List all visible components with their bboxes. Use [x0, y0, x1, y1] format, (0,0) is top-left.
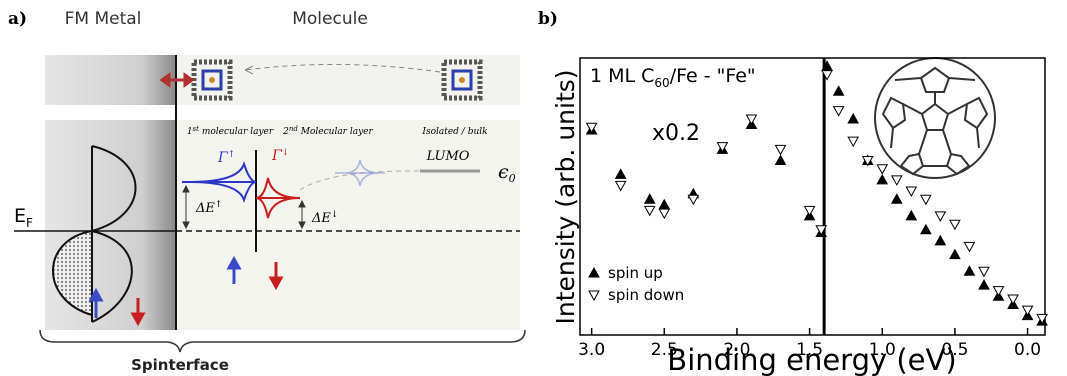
epsilon-label: ϵ0 — [498, 161, 516, 185]
data-point — [992, 286, 1005, 297]
data-point — [745, 114, 758, 125]
data-point — [876, 164, 889, 175]
layer-label: 1st molecular layer — [187, 125, 274, 137]
data-point — [949, 219, 961, 231]
data-point — [815, 225, 828, 236]
level-link — [299, 170, 421, 191]
x-tick-label: 2.5 — [651, 340, 678, 360]
gamma-up: Γ↑ — [217, 150, 235, 166]
data-point — [905, 186, 918, 197]
dos-up-filled — [52, 229, 93, 317]
spin-down-arrow — [268, 262, 284, 291]
data-point — [890, 175, 903, 186]
data-point — [934, 234, 947, 246]
legend-marker — [588, 290, 600, 302]
data-point — [934, 211, 947, 222]
data-point — [643, 205, 656, 217]
dos-down — [88, 145, 137, 323]
data-point — [1021, 305, 1034, 317]
data-point — [716, 142, 729, 153]
molecule-icon — [441, 59, 483, 101]
delta-up: ΔE↑ — [195, 200, 222, 216]
bulk-level — [335, 159, 385, 187]
data-point — [847, 136, 860, 148]
data-point — [861, 155, 874, 167]
data-point — [978, 266, 990, 278]
data-point — [919, 194, 932, 206]
data-point — [949, 248, 961, 260]
gamma-down: Γ↓ — [271, 148, 289, 164]
data-point — [905, 209, 918, 221]
x-tick-label: 0.0 — [1014, 340, 1041, 360]
x-tick-label: 1.5 — [796, 340, 823, 360]
data-point — [614, 180, 627, 192]
x-tick-label: 1.0 — [869, 340, 896, 360]
data-point — [832, 106, 845, 117]
panel-label: a) — [8, 9, 27, 29]
molecule-title: Molecule — [292, 9, 368, 29]
x-tick-label: 2.0 — [723, 340, 750, 360]
spin-up-level — [182, 160, 257, 204]
data-point — [687, 194, 700, 206]
data-point — [1036, 313, 1048, 325]
annotation: x0.2 — [652, 121, 700, 146]
x-tick-label: 3.0 — [578, 340, 605, 360]
data-point — [963, 265, 976, 276]
metal-title: FM Metal — [65, 9, 142, 29]
lumo-label: LUMO — [426, 149, 470, 164]
fullerene — [874, 57, 996, 179]
layer-label: Isolated / bulk — [421, 127, 487, 137]
brace — [39, 329, 526, 353]
metal-top — [45, 55, 175, 105]
data-point — [774, 144, 787, 156]
panel-a: a) FM Metal Molecule 1st molecular layer… — [8, 9, 526, 374]
data-point — [614, 168, 627, 179]
fermi-label: EF — [14, 205, 33, 230]
data-point — [919, 223, 932, 235]
legend-marker — [588, 266, 600, 278]
layer-label: 2nd Molecular layer — [282, 125, 373, 137]
data-point — [585, 122, 598, 134]
data-point — [876, 173, 889, 185]
panel-label: b) — [538, 9, 558, 29]
chart-title: 1 ML C60/Fe - "Fe" — [590, 65, 756, 90]
data-point — [658, 198, 671, 210]
spin-down-level — [255, 177, 301, 219]
x-tick-label: 0.5 — [941, 340, 968, 360]
data-point — [890, 193, 903, 204]
data-point — [803, 205, 816, 217]
legend-label: spin down — [608, 286, 684, 304]
footer: Spinterface — [131, 356, 229, 374]
data-point — [1007, 294, 1019, 306]
delta-down: ΔE↓ — [311, 210, 338, 226]
plot-frame — [579, 57, 1046, 336]
data-point — [978, 279, 990, 290]
spin-up-arrow — [88, 287, 104, 318]
data-point — [774, 154, 787, 165]
data-point — [832, 85, 845, 96]
data-point — [821, 70, 833, 81]
delta-down-arrow — [298, 199, 306, 230]
data-point — [658, 208, 671, 220]
y-axis-label: Intensity (arb. units) — [551, 69, 580, 324]
bond-arrow — [159, 72, 195, 88]
move-arrow-head — [244, 65, 254, 75]
delta-up-arrow — [182, 184, 190, 230]
data-point — [643, 193, 656, 204]
spin-down-arrow — [130, 298, 146, 327]
spin-up-arrow — [226, 255, 242, 284]
data-point — [847, 112, 860, 124]
x-axis-label: Binding energy (eV) — [667, 343, 956, 376]
panel-b: b) 1 ML C60/Fe - "Fe" x0.2 Intensity (ar… — [538, 9, 1048, 376]
data-point — [963, 241, 976, 253]
move-arrow — [244, 63, 441, 73]
legend-label: spin up — [608, 264, 663, 282]
